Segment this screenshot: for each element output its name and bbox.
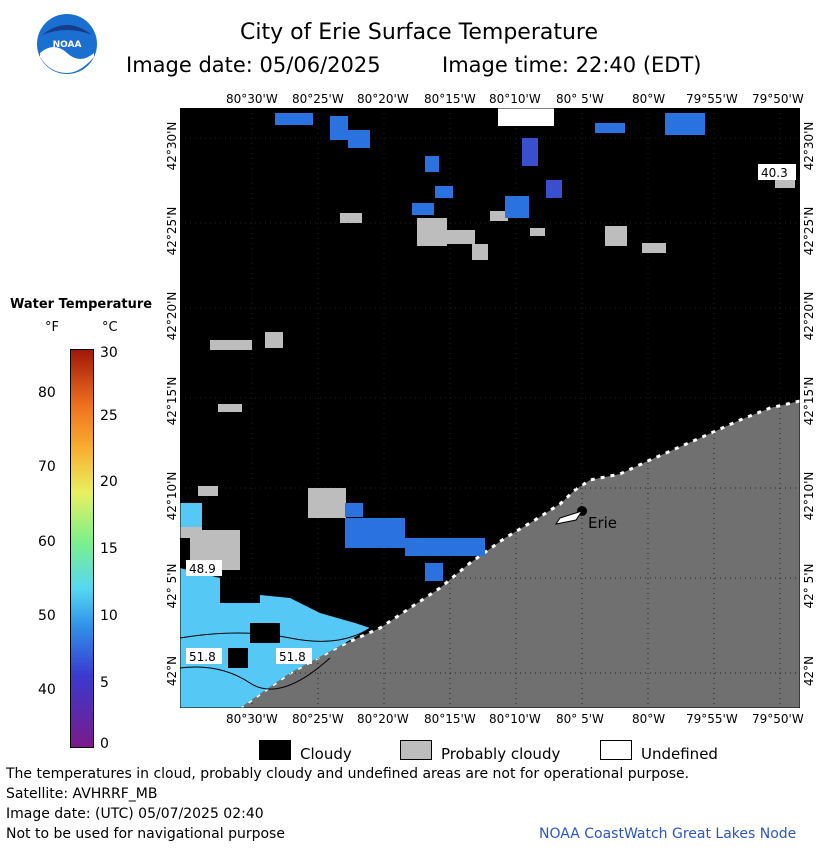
temp-label-box — [186, 560, 222, 576]
presque-isle — [554, 510, 584, 525]
c-tick: 10 — [100, 608, 118, 624]
lon-label: 79°50'W — [752, 712, 804, 726]
probably-cloudy-swatch — [400, 740, 432, 760]
lat-label: 42°25'N — [165, 206, 179, 256]
warm-water-patch — [180, 503, 202, 527]
erie-label: Erie — [588, 514, 617, 532]
water-temperature-areas — [275, 113, 705, 581]
temp-label-box — [276, 648, 312, 664]
image-time: Image time: 22:40 (EDT) — [442, 53, 702, 77]
c-tick: 0 — [100, 736, 109, 752]
graticule — [180, 108, 800, 708]
temp-label-box — [758, 164, 796, 180]
cloudy-label: Cloudy — [300, 745, 352, 763]
lat-label: 42°15'N — [802, 376, 816, 426]
lon-label: 80°20'W — [357, 92, 409, 106]
lon-label: 79°50'W — [752, 92, 804, 106]
lon-label: 79°55'W — [686, 712, 738, 726]
lon-label: 80°10'W — [489, 712, 541, 726]
lat-label: 42° 5'N — [802, 563, 816, 609]
lat-label: 42°25'N — [802, 206, 816, 256]
utc-date-text: Image date: (UTC) 05/07/2025 02:40 — [6, 806, 264, 822]
c-tick: 5 — [100, 675, 109, 691]
nav-warning-text: Not to be used for navigational purpose — [6, 826, 285, 842]
lat-label: 42°20'N — [802, 291, 816, 341]
lon-label: 80°15'W — [424, 92, 476, 106]
cool-water-areas — [522, 138, 562, 198]
c-tick: 15 — [100, 541, 118, 557]
undefined-swatch — [600, 740, 632, 760]
temperature-map[interactable]: Erie 40.3 48.9 51.8 51.8 — [180, 108, 800, 708]
isotherm-lines — [180, 627, 371, 690]
unit-fahrenheit: °F — [45, 320, 59, 335]
lon-label: 80°15'W — [424, 712, 476, 726]
lat-label: 42°30'N — [802, 121, 816, 171]
c-tick: 30 — [100, 345, 118, 361]
lon-label: 79°55'W — [686, 92, 738, 106]
image-date: Image date: 05/06/2025 — [126, 53, 381, 77]
page-title: City of Erie Surface Temperature — [239, 20, 599, 45]
temperature-colorbar — [70, 349, 94, 748]
f-tick: 70 — [38, 459, 56, 475]
c-tick: 20 — [100, 474, 118, 490]
c-tick: 25 — [100, 408, 118, 424]
lon-label: 80°30'W — [226, 92, 278, 106]
lon-label: 80° 5'W — [556, 92, 604, 106]
satellite-text: Satellite: AVHRRF_MB — [6, 786, 158, 802]
lat-label: 42° 5'N — [165, 563, 179, 609]
disclaimer-text: The temperatures in cloud, probably clou… — [6, 766, 690, 782]
lat-label: 42°10'N — [165, 471, 179, 521]
credit-link[interactable]: NOAA CoastWatch Great Lakes Node — [539, 826, 797, 842]
temp-label: 51.8 — [189, 650, 216, 664]
f-tick: 50 — [38, 608, 56, 624]
lat-label: 42°10'N — [802, 471, 816, 521]
lat-label: 42°30'N — [165, 121, 179, 171]
lon-label: 80°10'W — [489, 92, 541, 106]
undefined-area — [498, 108, 554, 126]
temp-label: 48.9 — [189, 562, 216, 576]
temp-label-box — [186, 648, 222, 664]
legend-title: Water Temperature — [10, 297, 153, 312]
lat-label: 42°N — [165, 655, 179, 687]
unit-celsius: °C — [102, 320, 118, 335]
probably-cloudy-label: Probably cloudy — [441, 745, 561, 763]
lat-label: 42°15'N — [165, 376, 179, 426]
lon-label: 80°25'W — [292, 712, 344, 726]
lon-label: 80°30'W — [226, 712, 278, 726]
cloud-patch — [250, 623, 280, 643]
noaa-logo-text: NOAA — [53, 40, 82, 50]
lat-label: 42°N — [802, 655, 816, 687]
undefined-label: Undefined — [641, 745, 718, 763]
lon-label: 80°W — [632, 712, 666, 726]
lon-label: 80°20'W — [357, 712, 409, 726]
noaa-logo: NOAA — [37, 14, 97, 74]
lon-label: 80° 5'W — [556, 712, 604, 726]
lon-label: 80°25'W — [292, 92, 344, 106]
f-tick: 80 — [38, 385, 56, 401]
lon-label: 80°W — [632, 92, 666, 106]
lat-label: 42°20'N — [165, 291, 179, 341]
land-area — [240, 401, 800, 708]
f-tick: 60 — [38, 534, 56, 550]
temp-label: 51.8 — [279, 650, 306, 664]
temp-label: 40.3 — [761, 166, 788, 180]
f-tick: 40 — [38, 682, 56, 698]
cloudy-swatch — [259, 740, 291, 760]
cloud-patch — [228, 648, 248, 668]
